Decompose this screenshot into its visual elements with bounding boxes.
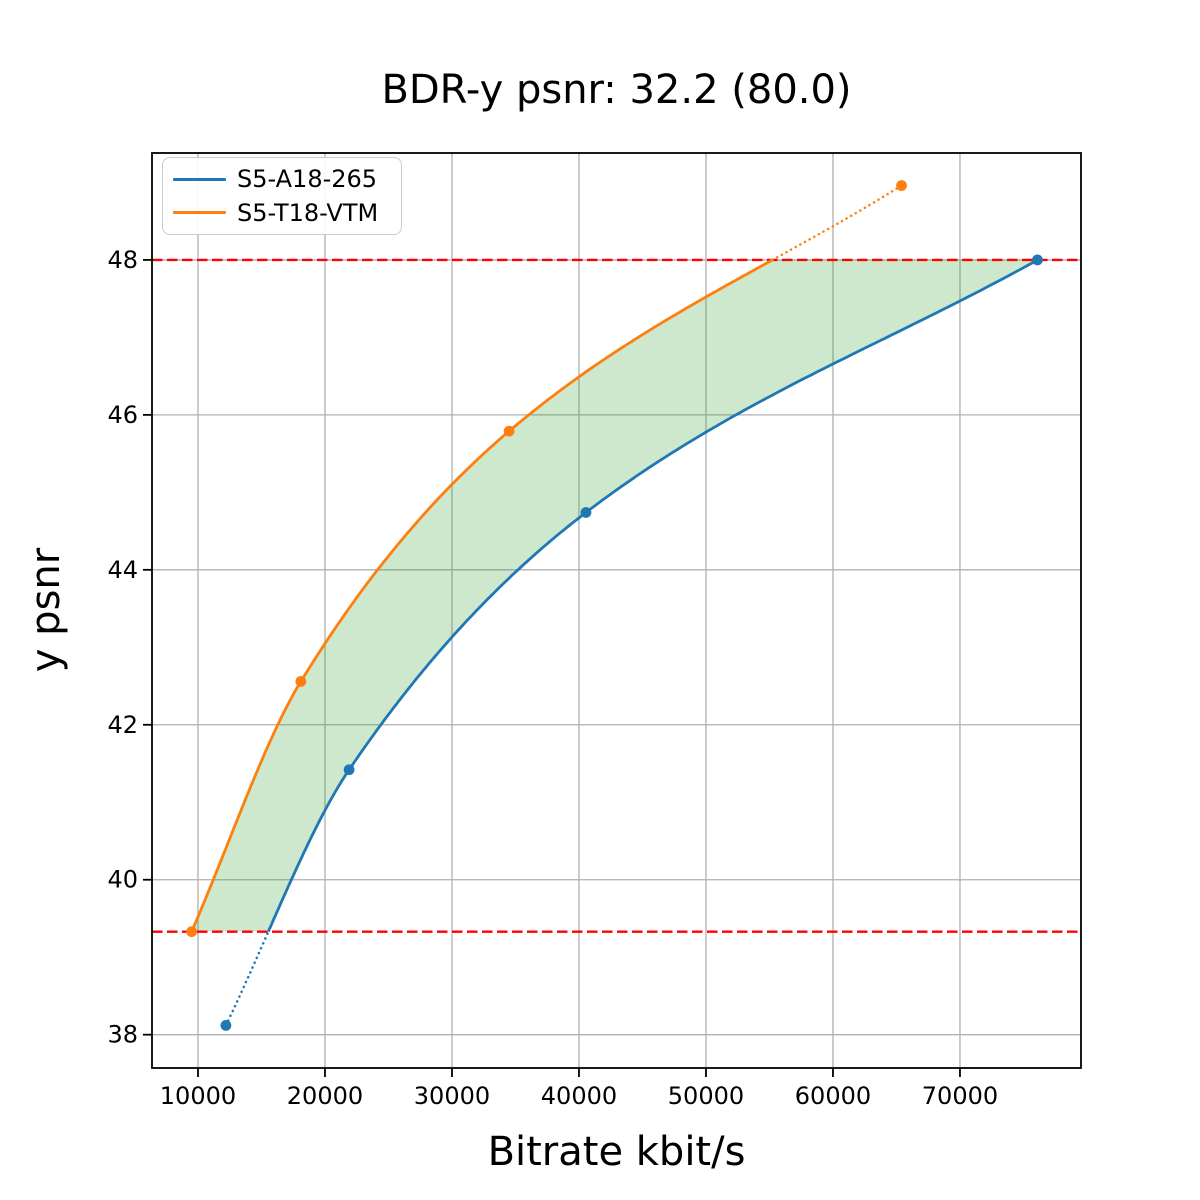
y-tick-label: 38 <box>107 1021 138 1049</box>
series-line-dotted <box>224 930 270 1027</box>
x-tick-label: 60000 <box>795 1082 871 1110</box>
series-marker <box>220 1019 232 1031</box>
plot-spine <box>151 152 1082 1069</box>
y-axis-label: y psnr <box>23 547 69 673</box>
fill-between-region <box>191 259 1038 932</box>
chart-title: BDR-y psnr: 32.2 (80.0) <box>381 67 852 113</box>
series-marker <box>896 180 907 191</box>
series-marker <box>295 675 307 687</box>
y-tick-label: 44 <box>107 556 138 584</box>
series-line-solid <box>190 258 774 933</box>
legend-item: S5-T18-VTM <box>173 199 391 227</box>
x-tick-label: 30000 <box>414 1082 490 1110</box>
series-line-solid <box>267 258 1039 933</box>
series-line-dotted <box>771 184 903 262</box>
legend-line-sample <box>173 211 226 215</box>
series-marker <box>343 764 355 776</box>
x-tick-label: 70000 <box>922 1082 998 1110</box>
legend-item: S5-A18-265 <box>173 165 391 193</box>
y-tick-label: 48 <box>107 246 138 274</box>
series-marker <box>186 926 198 938</box>
legend-line-sample <box>173 177 226 181</box>
x-tick-label: 20000 <box>287 1082 363 1110</box>
legend-label: S5-A18-265 <box>237 165 378 194</box>
x-axis-label: Bitrate kbit/s <box>487 1129 746 1175</box>
legend: S5-A18-265 S5-T18-VTM <box>162 157 402 235</box>
series-marker <box>580 507 592 518</box>
x-tick-label: 40000 <box>541 1082 617 1110</box>
y-tick-label: 40 <box>107 866 138 894</box>
series-marker <box>1032 254 1043 266</box>
series-marker <box>503 425 515 437</box>
y-tick-label: 42 <box>107 711 138 739</box>
x-tick-label: 10000 <box>160 1082 236 1110</box>
legend-label: S5-T18-VTM <box>237 198 379 227</box>
y-tick-label: 46 <box>107 401 138 429</box>
x-tick-label: 50000 <box>668 1082 744 1110</box>
